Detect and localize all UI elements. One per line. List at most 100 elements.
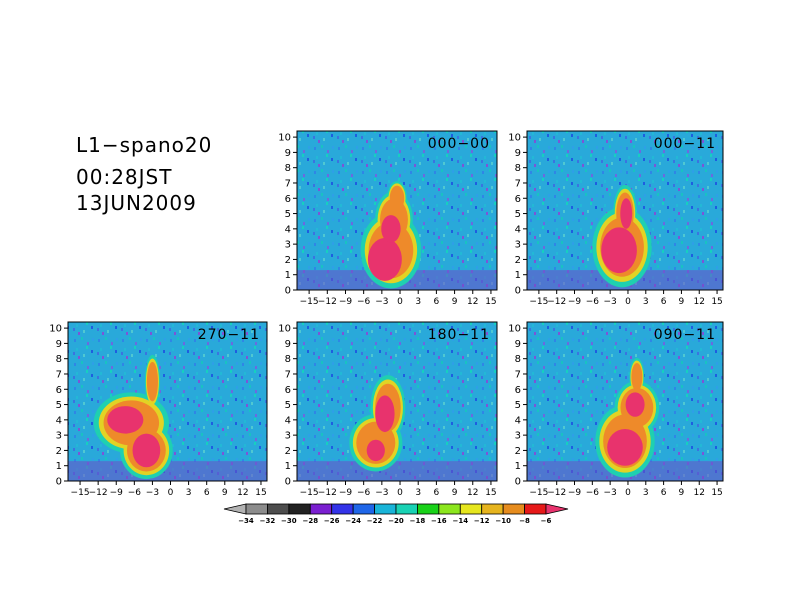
colorbar-segment <box>223 503 247 515</box>
echo-region <box>132 433 161 468</box>
colorbar-segment <box>245 503 268 515</box>
x-tick-label: −6 <box>357 488 371 498</box>
colorbar-segment <box>267 503 290 515</box>
figure-date: 13JUN2009 <box>76 191 197 215</box>
colorbar-segment <box>288 503 311 515</box>
x-tick-label: 0 <box>168 488 174 498</box>
panel-label: 090−11 <box>654 327 716 343</box>
panel-label: 000−11 <box>654 136 716 152</box>
figure-time: 00:28JST <box>76 165 173 189</box>
x-tick-label: 3 <box>186 488 192 498</box>
colorbar-label: −14 <box>452 517 468 525</box>
colorbar-label: −16 <box>431 517 447 525</box>
echo-region <box>607 429 643 466</box>
y-tick-label: 2 <box>56 446 62 457</box>
y-tick-label: 7 <box>285 369 291 380</box>
echo-region <box>375 395 395 433</box>
x-tick-label: 9 <box>222 488 228 498</box>
colorbar-segment <box>417 503 440 515</box>
colorbar-segment <box>352 503 375 515</box>
x-tick-label: 15 <box>255 488 266 498</box>
x-tick-label: −3 <box>146 488 159 498</box>
y-tick-label: 1 <box>285 270 291 281</box>
colorbar: −34 −32 −30 −28 −26 −24 −22 −20 −18 −16 −14 −12 −10−… <box>223 503 569 525</box>
y-tick-label: 5 <box>285 209 291 220</box>
y-tick-label: 5 <box>285 400 291 411</box>
colorbar-label: −34 <box>238 517 254 525</box>
y-tick-label: 8 <box>515 354 521 365</box>
x-tick-label: 9 <box>679 488 685 498</box>
colorbar-segment <box>309 503 333 515</box>
echo-region <box>620 198 633 229</box>
x-tick-label: −15 <box>529 297 548 307</box>
x-tick-label: 12 <box>467 488 478 498</box>
colorbar-segment <box>438 503 461 515</box>
y-tick-label: 3 <box>285 431 291 442</box>
y-tick-label: 9 <box>56 339 62 350</box>
y-tick-label: 6 <box>285 194 291 205</box>
colorbar-segment <box>395 503 418 515</box>
echo-region <box>366 439 385 462</box>
y-tick-label: 7 <box>56 369 62 380</box>
panel-frame <box>296 321 498 482</box>
x-tick-label: −6 <box>586 488 600 498</box>
colorbar-segment <box>374 503 397 515</box>
x-tick-label: 9 <box>679 297 685 307</box>
x-tick-label: −9 <box>339 297 353 307</box>
x-tick-label: 15 <box>485 297 496 307</box>
echo-region <box>389 185 405 211</box>
colorbar-segment <box>545 503 569 515</box>
y-tick-label: 4 <box>515 415 521 426</box>
x-tick-label: 15 <box>711 488 722 498</box>
y-tick-label: 5 <box>515 209 521 220</box>
x-tick-label: 12 <box>467 297 478 307</box>
x-tick-label: 12 <box>694 297 705 307</box>
panel-frame <box>67 321 268 482</box>
x-tick-label: −12 <box>89 488 108 498</box>
x-tick-label: 6 <box>661 488 667 498</box>
colorbar-label: −24 <box>345 517 361 525</box>
y-tick-label: 2 <box>285 255 291 266</box>
x-tick-label: −3 <box>375 297 388 307</box>
y-tick-label: 1 <box>285 461 291 472</box>
y-tick-label: 8 <box>56 354 62 365</box>
panel-frame <box>526 130 724 291</box>
x-tick-label: 9 <box>452 488 458 498</box>
y-tick-label: 3 <box>56 431 62 442</box>
y-tick-label: 0 <box>515 477 521 488</box>
y-tick-label: 0 <box>56 477 62 488</box>
y-tick-label: 10 <box>278 324 291 335</box>
colorbar-segment <box>481 503 504 515</box>
colorbar-label: −30 <box>281 517 297 525</box>
x-tick-label: 0 <box>397 297 403 307</box>
x-tick-label: −15 <box>300 488 319 498</box>
y-tick-label: 10 <box>278 133 291 144</box>
colorbar-label: −28 <box>302 517 318 525</box>
colorbar-label: −22 <box>367 517 383 525</box>
x-tick-label: 0 <box>625 488 631 498</box>
y-tick-label: 9 <box>285 339 291 350</box>
x-tick-label: −15 <box>300 297 319 307</box>
echo-region <box>625 392 645 417</box>
y-tick-label: 9 <box>515 148 521 159</box>
colorbar-label: −26 <box>324 517 340 525</box>
x-tick-label: 6 <box>434 297 440 307</box>
y-tick-label: 7 <box>515 369 521 380</box>
panel-label: 180−11 <box>428 327 490 343</box>
colorbar-segment <box>502 503 525 515</box>
y-tick-label: 4 <box>285 224 291 235</box>
echo-region <box>107 406 144 434</box>
x-tick-label: 0 <box>397 488 403 498</box>
x-tick-label: −6 <box>357 297 371 307</box>
surface-band <box>68 461 267 481</box>
y-tick-label: 2 <box>515 255 521 266</box>
y-tick-label: 10 <box>508 324 521 335</box>
x-tick-label: 6 <box>434 488 440 498</box>
y-tick-label: 3 <box>285 240 291 251</box>
y-tick-label: 6 <box>285 385 291 396</box>
y-tick-label: 1 <box>56 461 62 472</box>
colorbar-label: −6 <box>541 517 552 525</box>
